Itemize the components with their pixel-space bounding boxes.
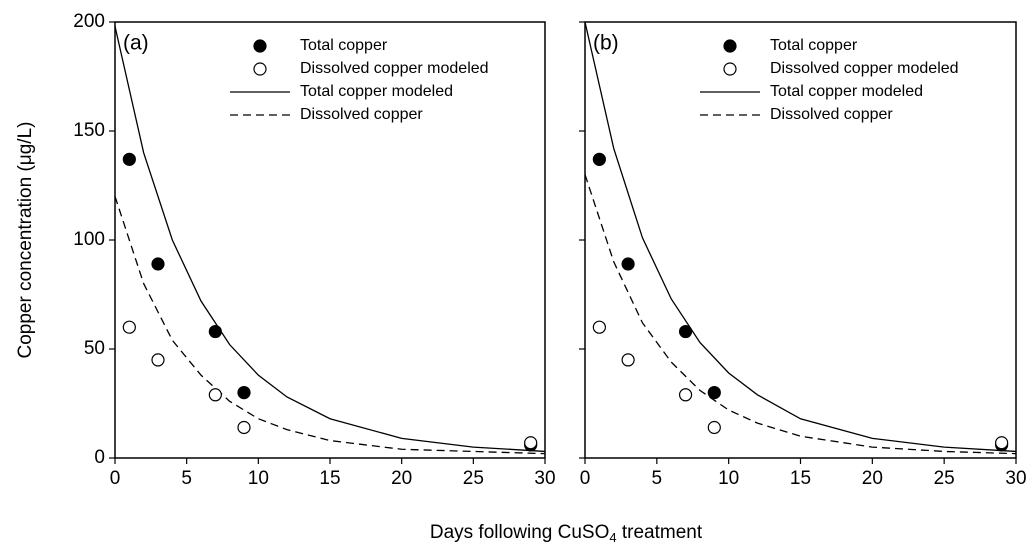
y-tick-label: 200 (73, 11, 105, 32)
legend-label: Dissolved copper (300, 106, 423, 123)
data-point (592, 320, 606, 334)
x-tick-label: 0 (110, 468, 121, 489)
x-tick-label: 0 (580, 468, 591, 489)
data-point (707, 420, 721, 435)
panel-label: (a) (123, 32, 149, 55)
legend-marker (253, 39, 267, 53)
y-axis-label: Copper concentration (μg/L) (15, 122, 36, 359)
x-tick-label: 30 (1005, 468, 1026, 489)
data-point (237, 386, 251, 400)
x-tick-label: 10 (248, 468, 269, 489)
data-point (208, 324, 222, 339)
model-line (584, 21, 1017, 453)
x-label-text: Days following CuSO (430, 522, 610, 543)
y-tick-label: 150 (73, 120, 105, 141)
legend-label: Total copper modeled (770, 83, 923, 100)
data-point (524, 436, 538, 450)
x-tick-label: 5 (181, 468, 192, 489)
model-line (114, 26, 546, 453)
legend-label: Dissolved copper (770, 106, 893, 123)
data-point (208, 388, 222, 402)
x-tick-label: 5 (652, 468, 663, 489)
data-point (592, 152, 606, 166)
model-line (584, 174, 1017, 455)
data-point (237, 420, 251, 435)
x-tick-label: 10 (718, 468, 739, 489)
data-point (151, 353, 165, 367)
legend-label: Dissolved copper modeled (770, 60, 959, 77)
data-point (707, 386, 721, 400)
legend-label: Total copper (770, 37, 858, 54)
legend-marker (723, 62, 737, 76)
y-tick-label: 100 (73, 229, 105, 250)
x-tick-label: 30 (534, 468, 555, 489)
data-point (678, 388, 693, 402)
legend-label: Dissolved copper modeled (300, 60, 489, 77)
x-label-after: treatment (617, 522, 703, 543)
x-tick-label: 15 (319, 468, 340, 489)
legend-label: Total copper (300, 37, 388, 54)
data-point (122, 320, 136, 334)
x-axis-label: Days following CuSO4 treatment (430, 522, 703, 545)
y-tick-label: 50 (84, 338, 105, 359)
x-label-sub: 4 (609, 530, 616, 545)
data-point (678, 324, 693, 339)
x-tick-label: 15 (790, 468, 811, 489)
legend-label: Total copper modeled (300, 83, 453, 100)
data-point (995, 436, 1009, 450)
model-line (114, 196, 546, 455)
data-point (151, 257, 165, 271)
panel-label: (b) (593, 32, 619, 55)
data-point (621, 257, 635, 271)
data-point (122, 152, 136, 166)
legend-marker (253, 62, 267, 76)
x-tick-label: 20 (391, 468, 412, 489)
legend-marker (723, 39, 737, 53)
x-tick-label: 25 (934, 468, 955, 489)
x-tick-label: 20 (862, 468, 883, 489)
x-tick-label: 25 (463, 468, 484, 489)
y-tick-label: 0 (94, 447, 105, 468)
data-point (621, 353, 635, 367)
